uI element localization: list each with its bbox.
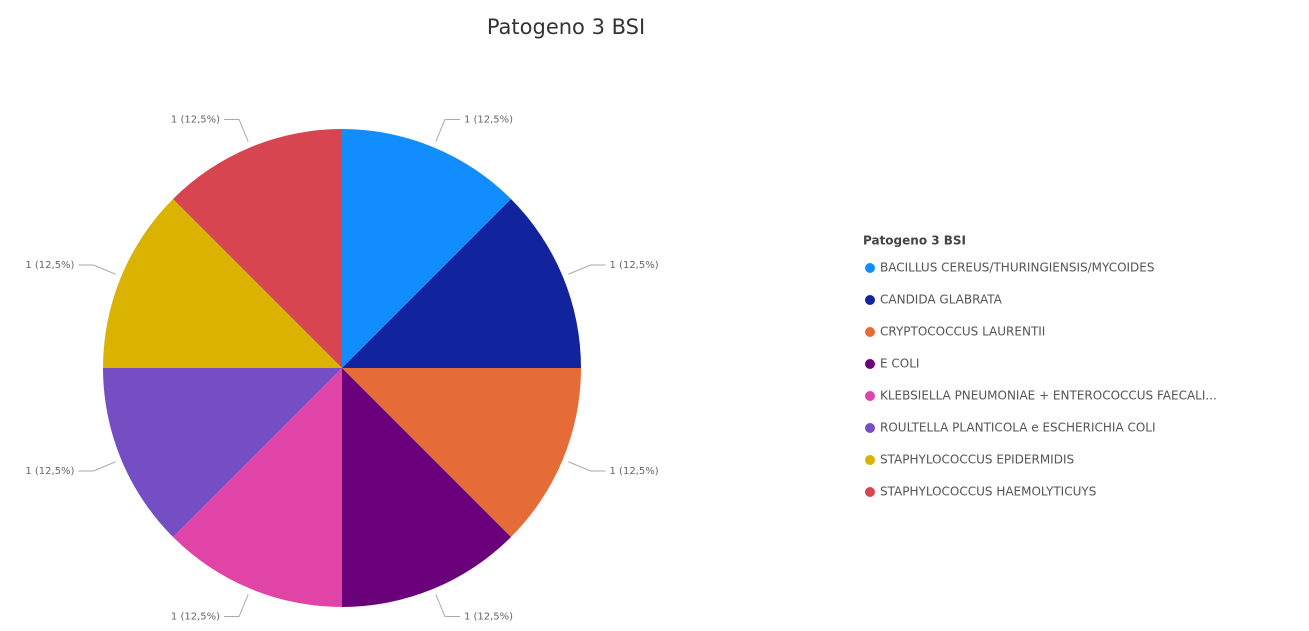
data-label: 1 (12,5%) bbox=[610, 260, 659, 271]
legend-marker bbox=[865, 487, 875, 497]
legend-label: E COLI bbox=[880, 357, 919, 371]
legend-label: BACILLUS CEREUS/THURINGIENSIS/MYCOIDES bbox=[880, 261, 1155, 275]
data-label: 1 (12,5%) bbox=[464, 114, 513, 125]
pie-slice bbox=[103, 368, 342, 537]
pie-slice bbox=[342, 368, 581, 537]
legend-label: KLEBSIELLA PNEUMONIAE + ENTEROCOCCUS FAE… bbox=[880, 389, 1217, 403]
data-label: 1 (12,5%) bbox=[171, 114, 220, 125]
pie-slice bbox=[342, 199, 581, 368]
data-label: 1 (12,5%) bbox=[25, 466, 74, 477]
pie-slice bbox=[173, 129, 342, 368]
legend-marker bbox=[865, 327, 875, 337]
legend-marker bbox=[865, 359, 875, 369]
leader-line bbox=[568, 461, 606, 472]
data-label: 1 (12,5%) bbox=[464, 612, 513, 623]
leader-line bbox=[435, 118, 460, 142]
legend-label: STAPHYLOCOCCUS HAEMOLYTICUYS bbox=[880, 485, 1096, 499]
legend-marker bbox=[865, 263, 875, 273]
leader-line bbox=[78, 264, 116, 275]
leader-line bbox=[224, 118, 249, 142]
data-label: 1 (12,5%) bbox=[171, 612, 220, 623]
legend-label: STAPHYLOCOCCUS EPIDERMIDIS bbox=[880, 453, 1074, 467]
pie-slice bbox=[342, 368, 511, 607]
leader-line bbox=[78, 461, 116, 472]
leader-line bbox=[224, 594, 249, 618]
legend-label: ROULTELLA PLANTICOLA e ESCHERICHIA COLI bbox=[880, 421, 1156, 435]
legend-marker bbox=[865, 455, 875, 465]
legend-marker bbox=[865, 295, 875, 305]
pie-slice bbox=[342, 129, 511, 368]
pie-slice bbox=[103, 199, 342, 368]
chart-title: Patogeno 3 BSI bbox=[487, 15, 645, 39]
legend-label: CRYPTOCOCCUS LAURENTII bbox=[880, 325, 1045, 339]
leader-line bbox=[435, 594, 460, 618]
pie-slice bbox=[173, 368, 342, 607]
leader-line bbox=[568, 264, 606, 275]
legend-title: Patogeno 3 BSI bbox=[863, 234, 966, 248]
legend-marker bbox=[865, 423, 875, 433]
legend-marker bbox=[865, 391, 875, 401]
data-label: 1 (12,5%) bbox=[25, 260, 74, 271]
legend-label: CANDIDA GLABRATA bbox=[880, 293, 1003, 307]
data-label: 1 (12,5%) bbox=[610, 466, 659, 477]
